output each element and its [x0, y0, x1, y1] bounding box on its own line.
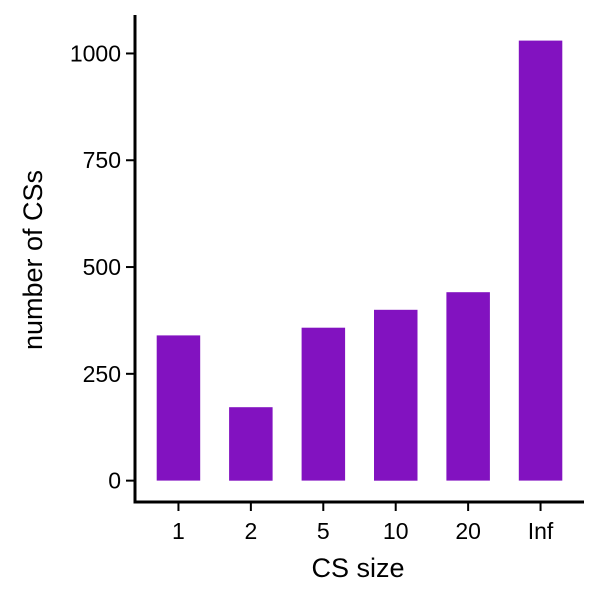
- x-axis-ticks: 1 2 5 10 20 Inf: [172, 502, 554, 544]
- x-tick-label: 20: [455, 518, 481, 544]
- bar-Inf: [518, 40, 563, 481]
- y-tick-label: 750: [83, 147, 121, 173]
- y-tick-label: 250: [83, 361, 121, 387]
- bars-group: [156, 40, 563, 481]
- x-tick-label: 2: [244, 518, 257, 544]
- y-tick-label: 1000: [70, 40, 121, 66]
- bar-20: [446, 292, 490, 481]
- bar-5: [301, 327, 346, 481]
- x-tick-label: Inf: [528, 518, 554, 544]
- x-axis-title: CS size: [311, 553, 404, 583]
- y-axis-ticks: 0 250 500 750 1000: [70, 40, 135, 494]
- x-tick-label: 1: [172, 518, 185, 544]
- y-tick-label: 500: [83, 254, 121, 280]
- x-tick-label: 5: [317, 518, 330, 544]
- bar-2: [229, 407, 273, 481]
- y-tick-label: 0: [108, 468, 121, 494]
- y-axis-title: number of CSs: [18, 170, 48, 350]
- bar-1: [156, 335, 201, 481]
- bar-10: [374, 309, 418, 481]
- x-tick-label: 10: [383, 518, 409, 544]
